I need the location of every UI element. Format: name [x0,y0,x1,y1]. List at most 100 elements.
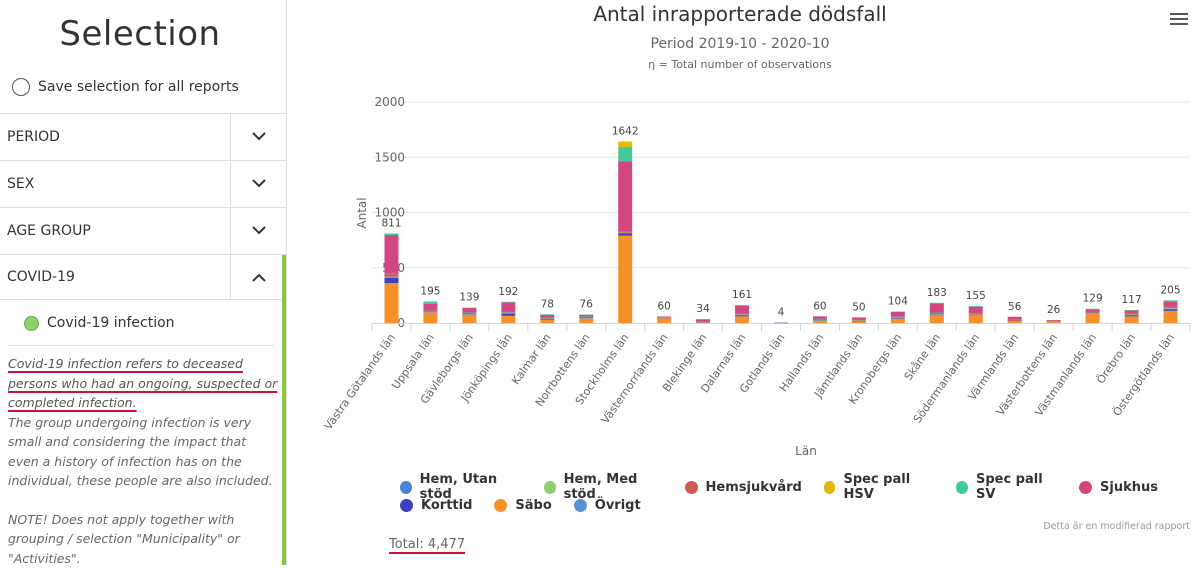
bar-segment [891,317,905,318]
bar-segment [618,147,632,161]
bar-segment [969,306,983,307]
bar-segment [1164,300,1178,301]
bar-segment [1125,310,1139,313]
bar-segment [774,323,788,324]
x-tick-label: Södermanlands län [911,331,982,425]
legend-color-icon [956,481,968,494]
bar-segment [1164,307,1178,308]
bar-segment [930,314,944,315]
bar-segment [969,315,983,323]
bar-segment [969,307,983,314]
legend-color-icon [400,481,412,494]
bar-segment [1008,321,1022,322]
bar-segment [540,314,554,317]
bar-segment [1125,315,1139,316]
legend-color-icon [574,499,587,512]
bar-total-label: 195 [420,285,440,297]
modified-report-note: Detta är en modifierad rapport [1043,521,1190,532]
legend-item[interactable]: Korttid [400,498,472,513]
bar-total-label: 56 [1008,301,1022,313]
bar-total-label: 117 [1122,294,1142,306]
stacked-bar-chart: 0500100015002000AntalLän811Västra Götala… [0,0,1200,470]
bar-segment [1047,320,1061,321]
legend-color-icon [400,499,413,512]
bar-segment [423,311,437,312]
bar-segment [1008,317,1022,320]
bar-segment [696,322,710,323]
legend-item[interactable]: Spec pall HSV [824,472,935,502]
bar-segment [423,313,437,323]
bar-total-label: 155 [966,290,986,302]
bar-segment [813,320,827,321]
bar-total-label: 139 [459,292,479,304]
bar-segment [1086,313,1100,314]
bar-segment [1086,309,1100,310]
bar-segment [735,314,749,315]
legend-color-icon [685,481,698,494]
bar-segment [891,312,905,316]
bar-segment [501,302,515,312]
bar-segment [540,317,554,318]
bar-segment [579,316,593,317]
x-tick-label: Kalmar län [509,331,554,387]
bar-segment [384,233,398,234]
bar-segment [930,303,944,312]
bar-segment [462,315,476,323]
bar-segment [891,312,905,313]
bar-segment [1125,310,1139,311]
legend-item[interactable]: Säbo [494,498,551,513]
bar-segment [462,308,476,309]
bar-segment [891,319,905,323]
bar-segment [579,315,593,316]
bar-segment [930,303,944,304]
bar-segment [423,301,437,303]
x-axis-label: Län [795,444,817,458]
legend-label: Övrigt [595,498,641,513]
description-note: NOTE! Does not apply together with group… [8,510,280,568]
bar-segment [384,283,398,323]
legend-color-icon [824,481,836,494]
bar-segment [501,313,515,314]
bar-total-label: 26 [1047,304,1061,316]
bar-segment [969,315,983,316]
x-tick-label: Västernorrlands län [599,331,671,426]
bar-segment [384,234,398,235]
bar-segment [1164,309,1178,311]
bar-segment [384,277,398,278]
legend-color-icon [1079,481,1092,494]
bar-segment [930,315,944,323]
legend-label: Säbo [515,498,551,513]
bar-total-label: 76 [580,299,594,311]
bar-segment [852,319,866,320]
legend-item[interactable]: Övrigt [574,498,641,513]
bar-segment [735,315,749,316]
bar-segment [1086,312,1100,313]
bar-segment [501,302,515,303]
bar-segment [1125,316,1139,323]
bar-segment [618,233,632,234]
legend-item[interactable]: Sjukhus [1079,480,1158,495]
bar-total-label: 50 [852,301,865,313]
bar-segment [618,142,632,148]
legend-row: Korttid Säbo Övrigt [400,496,1180,514]
bar-segment [969,313,983,314]
bar-segment [1008,320,1022,321]
legend-label: Spec pall SV [976,472,1057,502]
bar-segment [1125,314,1139,315]
bar-segment [540,318,554,319]
x-tick-label: Skåne län [902,331,944,383]
legend-item[interactable]: Hemsjukvård [685,480,802,495]
bar-segment [618,231,632,232]
y-axis-label: Antal [355,197,369,228]
bar-total-label: 129 [1083,293,1103,305]
bar-segment [852,317,866,319]
bar-segment [657,318,671,323]
bar-segment [735,316,749,323]
legend-item[interactable]: Spec pall SV [956,472,1057,502]
bar-segment [735,306,749,314]
bar-segment [501,312,515,313]
bar-total-label: 205 [1161,284,1181,296]
bar-segment [462,314,476,315]
